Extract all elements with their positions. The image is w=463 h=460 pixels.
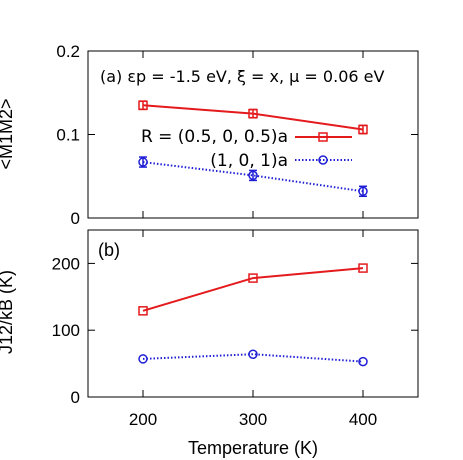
data-point-square: [138, 306, 148, 316]
x-axis-label: Temperature (K): [188, 438, 318, 458]
data-point-square: [358, 124, 368, 135]
y-tick-label: 0: [71, 209, 80, 228]
data-point-square: [248, 108, 258, 119]
y-tick-label: 200: [52, 254, 80, 273]
legend-swatch-marker-0: [318, 132, 328, 142]
data-point-circle: [248, 349, 258, 359]
data-point-circle: [358, 186, 368, 197]
x-tick-label: 200: [129, 410, 157, 429]
data-point-circle: [358, 356, 368, 367]
panel-a-series: [138, 100, 368, 198]
data-point-circle: [138, 354, 148, 364]
legend-swatch-marker-1: [318, 155, 328, 165]
panel-a-ticks: 0 0.1 0.2: [56, 42, 418, 228]
panel-b-frame: [87, 229, 419, 398]
y-tick-label: 100: [52, 321, 80, 340]
x-tick-label: 300: [239, 410, 267, 429]
y-tick-label: 0.2: [56, 42, 80, 61]
legend-label-1: (1, 0, 1)a: [210, 151, 288, 171]
data-point-square: [358, 263, 368, 273]
data-point-circle: [138, 157, 148, 167]
panel-b-annotation: (b): [98, 240, 120, 260]
panel-b-series: [138, 263, 368, 367]
y-axis-label-a: <M1M2>: [0, 98, 16, 169]
y-tick-label: 0.1: [56, 126, 80, 145]
legend: R = (0.5, 0, 0.5)a (1, 0, 1)a: [141, 127, 352, 171]
data-point-square: [138, 100, 148, 111]
panel-b-ticks: 0 100 200 200 300 400: [52, 230, 418, 429]
y-tick-label: 0: [71, 388, 80, 407]
data-point-circle: [248, 170, 258, 181]
legend-label-0: R = (0.5, 0, 0.5)a: [141, 127, 288, 147]
y-axis-label-b: J12/kB (K): [0, 270, 16, 354]
x-tick-label: 400: [349, 410, 377, 429]
data-point-square: [248, 273, 258, 283]
series-line-0: [142, 267, 364, 312]
panel-a-annotation: (a) εp = -1.5 eV, ξ = x, μ = 0.06 eV: [100, 67, 384, 86]
